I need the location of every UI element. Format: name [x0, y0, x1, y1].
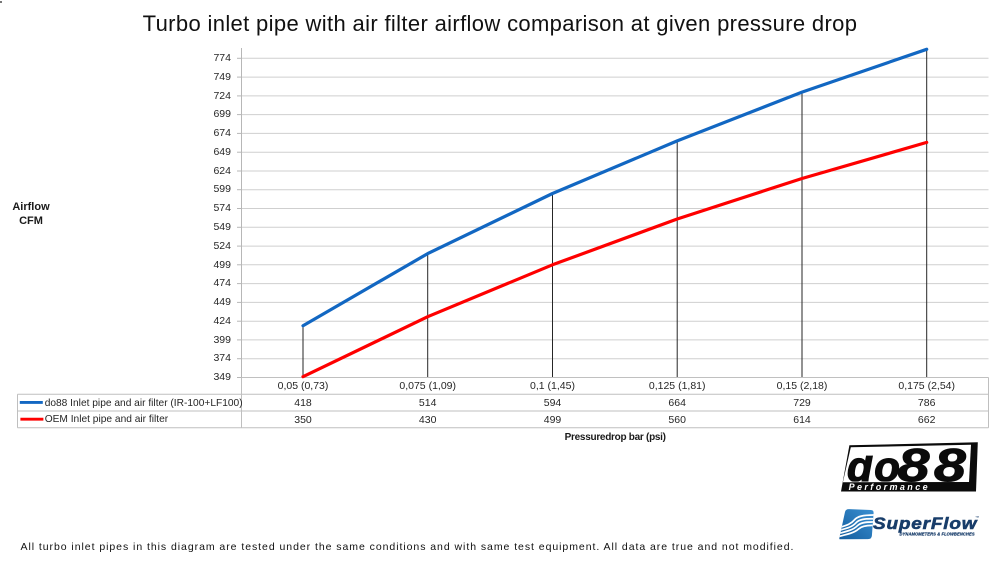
svg-text:88: 88 [898, 441, 971, 492]
svg-text:™: ™ [975, 515, 979, 520]
svg-text:SuperFlow: SuperFlow [873, 514, 978, 533]
svg-text:do: do [847, 443, 902, 490]
svg-text:DYNAMOMETERS & FLOWBENCHES: DYNAMOMETERS & FLOWBENCHES [900, 531, 975, 536]
svg-text:Performance: Performance [849, 482, 930, 492]
